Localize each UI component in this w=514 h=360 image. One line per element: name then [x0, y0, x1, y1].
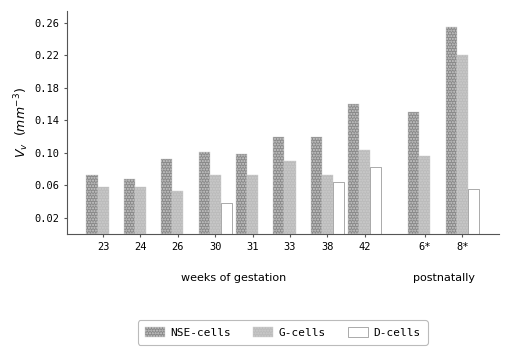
Bar: [468, 189, 479, 234]
Bar: [419, 156, 430, 234]
Bar: [161, 158, 172, 234]
Y-axis label: $V_v$  $(mm^{-3})$: $V_v$ $(mm^{-3})$: [13, 87, 31, 158]
Bar: [247, 175, 258, 234]
Bar: [408, 112, 419, 234]
Bar: [284, 161, 296, 234]
Bar: [273, 136, 284, 234]
Bar: [236, 154, 247, 234]
Bar: [124, 179, 135, 234]
Bar: [371, 167, 381, 234]
Bar: [457, 55, 468, 234]
Bar: [348, 104, 359, 234]
Bar: [210, 175, 221, 234]
Bar: [311, 136, 322, 234]
Text: postnatally: postnatally: [413, 273, 474, 283]
Bar: [221, 203, 232, 234]
Text: weeks of gestation: weeks of gestation: [181, 273, 287, 283]
Bar: [198, 152, 210, 234]
Bar: [322, 175, 333, 234]
Legend: NSE-cells, G-cells, D-cells: NSE-cells, G-cells, D-cells: [138, 320, 428, 345]
Bar: [333, 182, 344, 234]
Bar: [135, 187, 146, 234]
Bar: [172, 191, 183, 234]
Bar: [86, 175, 98, 234]
Bar: [98, 187, 108, 234]
Bar: [446, 27, 457, 234]
Bar: [359, 150, 371, 234]
